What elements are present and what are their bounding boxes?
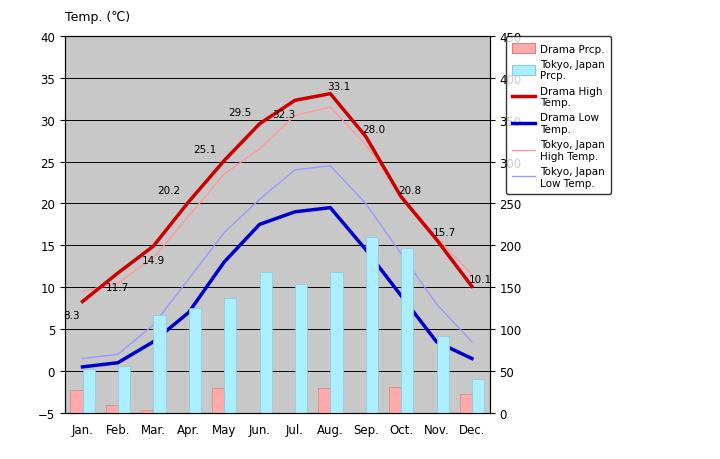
Text: 10.1: 10.1 (469, 274, 492, 285)
Text: 29.5: 29.5 (228, 108, 252, 118)
Bar (106, 406, 118, 413)
Bar (259, 273, 272, 413)
Bar (366, 237, 378, 413)
Bar (83, 369, 95, 413)
Bar (354, 413, 366, 420)
Bar (389, 387, 401, 413)
Text: 15.7: 15.7 (433, 228, 456, 238)
Text: 11.7: 11.7 (107, 282, 130, 292)
Bar (176, 413, 189, 431)
Bar (282, 413, 295, 452)
Bar (330, 273, 343, 413)
Text: 20.2: 20.2 (158, 186, 181, 196)
Text: 20.8: 20.8 (398, 185, 421, 195)
Bar (424, 413, 436, 423)
Bar (318, 388, 330, 413)
Bar (401, 248, 413, 413)
Text: 14.9: 14.9 (142, 255, 165, 265)
Bar (189, 308, 201, 413)
Text: 33.1: 33.1 (327, 82, 350, 92)
Bar (247, 413, 259, 437)
Bar (459, 394, 472, 413)
Bar (118, 366, 130, 413)
Text: Temp. (℃): Temp. (℃) (65, 11, 130, 24)
Bar (141, 410, 153, 413)
Text: 32.3: 32.3 (272, 110, 295, 120)
Bar (212, 388, 224, 413)
Text: 8.3: 8.3 (63, 310, 80, 320)
Bar (70, 391, 83, 413)
Legend: Drama Prcp., Tokyo, Japan
Prcp., Drama High
Temp., Drama Low
Temp., Tokyo, Japan: Drama Prcp., Tokyo, Japan Prcp., Drama H… (505, 37, 611, 194)
Bar (153, 315, 166, 413)
Bar (472, 380, 485, 413)
Text: 25.1: 25.1 (193, 145, 216, 155)
Bar (436, 336, 449, 413)
Text: 28.0: 28.0 (362, 125, 386, 135)
Bar (295, 284, 307, 413)
Bar (224, 298, 236, 413)
